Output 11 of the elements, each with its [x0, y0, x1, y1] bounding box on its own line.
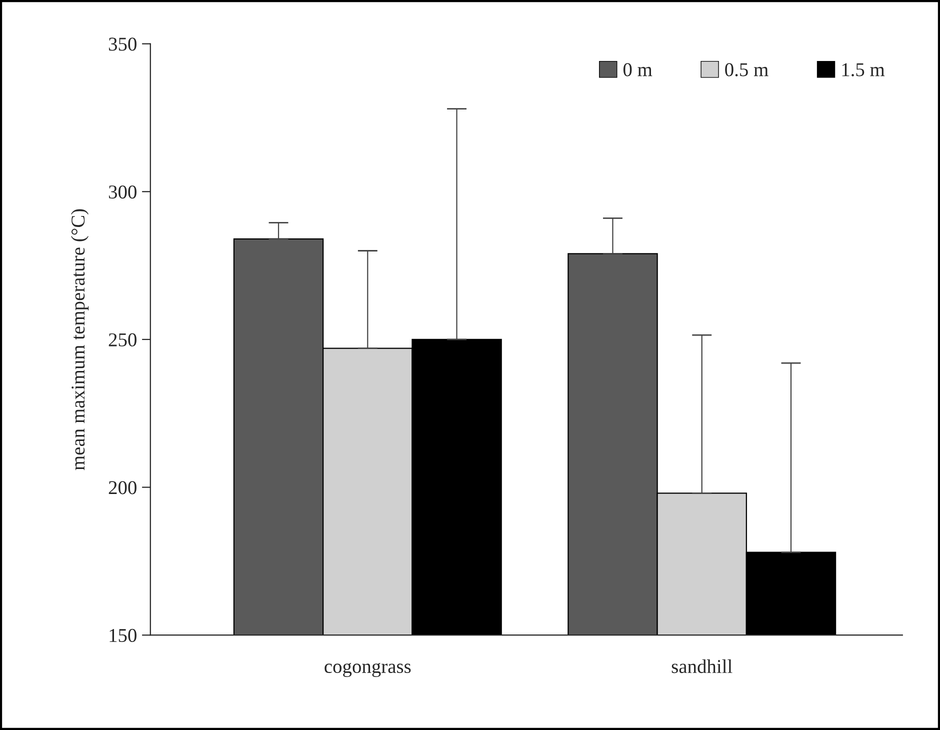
- x-tick-label: cogongrass: [324, 662, 411, 678]
- legend-label: 0.5 m: [725, 63, 768, 76]
- y-tick-label: 300: [108, 185, 136, 199]
- legend-label: 1.5 m: [842, 63, 885, 76]
- y-tick-label: 350: [108, 38, 136, 51]
- legend-label: 0 m: [623, 63, 652, 76]
- y-axis-title: mean maximum temperature (°C): [70, 209, 89, 470]
- y-tick-label: 250: [108, 333, 136, 346]
- y-tick-label: 150: [110, 628, 136, 642]
- x-tick-label: sandhill: [672, 659, 732, 674]
- y-tick-label: 200: [108, 481, 136, 494]
